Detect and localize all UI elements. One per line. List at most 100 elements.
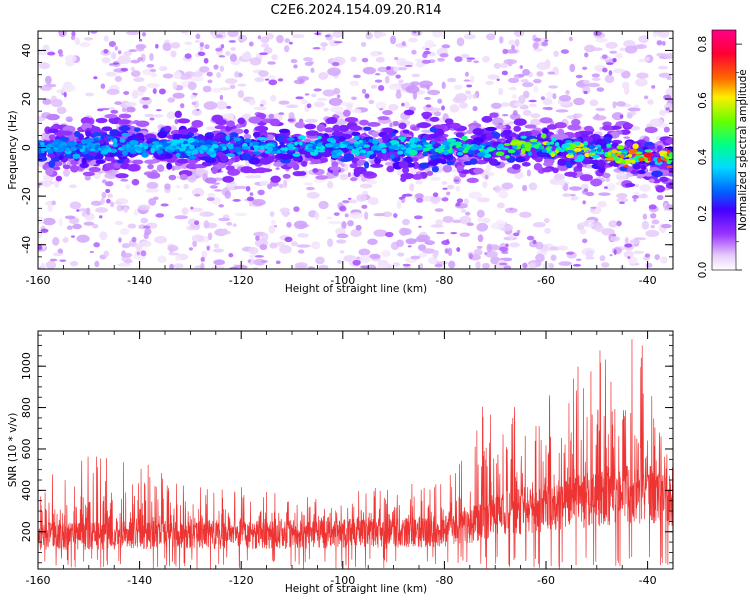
heatmap-speckle [123,91,130,95]
heatmap-speckle [118,237,122,243]
heatmap-ridge-cell [95,117,108,124]
heatmap-ridge-cell [306,148,314,153]
heatmap-speckle [220,43,225,49]
heatmap-speckle [260,36,270,44]
heatmap-speckle [351,108,362,114]
heatmap-speckle [282,211,289,218]
heatmap-speckle [322,89,336,97]
heatmap-speckle [542,97,553,106]
heatmap-speckle [180,31,188,34]
heatmap-ridge-cell [400,176,407,182]
heatmap-speckle [658,72,671,78]
heatmap-ridge-cell [426,170,434,176]
heatmap-speckle [547,71,555,75]
heatmap-ridge-cell [431,166,439,173]
heatmap-speckle [232,223,237,228]
heatmap-ridge-cell [466,177,479,184]
x-tick-label: -60 [537,574,555,587]
heatmap-speckle [656,194,664,201]
heatmap-speckle [137,85,147,93]
heatmap-speckle [615,171,627,181]
heatmap-ridge-cell [644,126,658,134]
heatmap-speckle [615,101,626,107]
heatmap-speckle [228,253,234,258]
heatmap-speckle [633,198,637,202]
heatmap-speckle [278,183,284,189]
heatmap-ridge-cell [571,118,581,126]
heatmap-speckle [125,31,140,36]
heatmap-speckle [172,70,182,80]
heatmap-speckle [145,188,160,193]
heatmap-ridge-cell [601,124,613,131]
heatmap-ridge-cell [463,147,470,151]
heatmap-speckle [484,252,488,256]
heatmap-speckle [439,53,449,58]
heatmap-speckle [644,253,651,258]
heatmap-speckle [450,168,458,173]
heatmap-speckle [635,78,648,87]
heatmap-speckle [455,185,461,192]
heatmap-speckle [436,231,445,235]
heatmap-ridge-cell [353,141,361,145]
heatmap-ridge-cell [253,151,261,155]
heatmap-ridge-cell [349,163,358,169]
heatmap-ridge-cell [456,151,464,156]
heatmap-speckle [222,228,228,235]
heatmap-ridge-cell [473,167,484,175]
heatmap-ridge-cell [333,149,341,153]
heatmap-ridge-cell [105,145,110,149]
heatmap-speckle [146,181,159,190]
heatmap-speckle [362,66,377,75]
heatmap-speckle [598,192,611,196]
heatmap-ridge-cell [567,124,582,131]
heatmap-speckle [316,97,328,102]
heatmap-speckle [647,99,654,105]
heatmap-ridge-cell [219,155,229,163]
heatmap-ridge-cell [665,156,672,160]
heatmap-speckle [659,109,667,116]
heatmap-speckle [634,183,640,188]
heatmap-speckle [441,197,449,202]
heatmap-speckle [624,237,629,244]
heatmap-speckle [643,95,649,100]
heatmap-ridge-cell [135,120,150,127]
heatmap-speckle [218,87,232,91]
heatmap-speckle [627,256,631,260]
x-tick-label: -120 [229,274,254,287]
heatmap-speckle [101,191,107,199]
heatmap-ridge-cell [344,117,359,123]
heatmap-speckle [350,229,362,237]
heatmap-speckle [520,79,529,83]
heatmap-ridge-cell [211,166,218,175]
heatmap-speckle [511,44,516,51]
heatmap-ridge-cell [507,135,513,144]
heatmap-speckle [404,64,413,68]
heatmap-speckle [437,57,445,62]
heatmap-ridge-cell [257,137,267,141]
heatmap-speckle [581,238,588,244]
heatmap-ridge-cell [254,125,269,132]
heatmap-speckle [427,256,439,265]
heatmap-speckle [247,246,259,255]
heatmap-speckle [233,185,248,190]
heatmap-ridge-cell [389,139,400,146]
heatmap-speckle [379,108,384,111]
heatmap-speckle [241,52,252,60]
heatmap-ridge-cell [211,144,219,149]
snr-frame [37,330,674,570]
heatmap-ridge-cell [85,130,91,138]
heatmap-ridge-cell [298,135,306,140]
x-tick-label: -80 [435,574,453,587]
heatmap-ridge-cell [137,148,142,151]
colorbar-tick-label: 0.8 [697,36,709,53]
heatmap-speckle [259,180,270,187]
heatmap-speckle [313,101,326,108]
heatmap-ridge-cell [486,142,492,146]
heatmap-speckle [544,227,551,235]
colorbar-frame [711,29,737,271]
heatmap-speckle [63,91,67,98]
heatmap-ridge-cell [243,133,252,140]
heatmap-speckle [71,31,76,37]
heatmap-speckle [197,51,206,56]
heatmap-ridge-cell [668,152,673,157]
